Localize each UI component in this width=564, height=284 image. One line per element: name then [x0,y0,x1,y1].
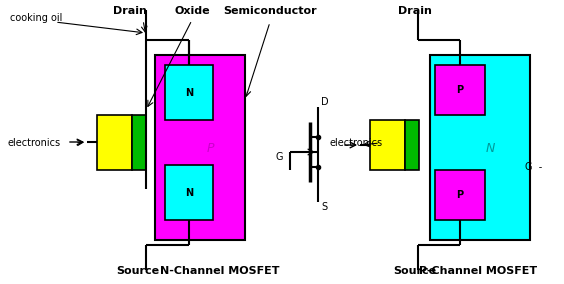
Text: P: P [206,141,214,154]
Text: Oxide: Oxide [174,6,210,16]
Text: G: G [275,152,283,162]
Text: G  -: G - [525,162,542,172]
Bar [97,115,132,170]
Text: N: N [485,141,495,154]
Bar [435,170,485,220]
Text: Semiconductor: Semiconductor [223,6,317,16]
Bar [430,55,530,240]
Bar [155,55,245,240]
Bar [405,120,419,170]
Bar [435,65,485,115]
Text: P: P [456,190,464,200]
Bar [370,120,405,170]
Text: Drain: Drain [113,6,147,16]
Text: N: N [185,187,193,197]
Text: cooking oil: cooking oil [10,13,63,23]
Text: D: D [321,97,329,107]
Text: electronics: electronics [330,138,383,148]
Text: Source: Source [116,266,160,276]
Text: N-Channel MOSFET: N-Channel MOSFET [160,266,280,276]
Text: P: P [456,85,464,95]
Bar [132,115,146,170]
Text: Drain: Drain [398,6,432,16]
Text: Source: Source [394,266,437,276]
Text: N: N [185,87,193,97]
Bar [165,65,213,120]
Text: S: S [321,202,327,212]
Text: P-Channel MOSFET: P-Channel MOSFET [419,266,537,276]
Bar [165,165,213,220]
Text: electronics: electronics [8,138,61,148]
